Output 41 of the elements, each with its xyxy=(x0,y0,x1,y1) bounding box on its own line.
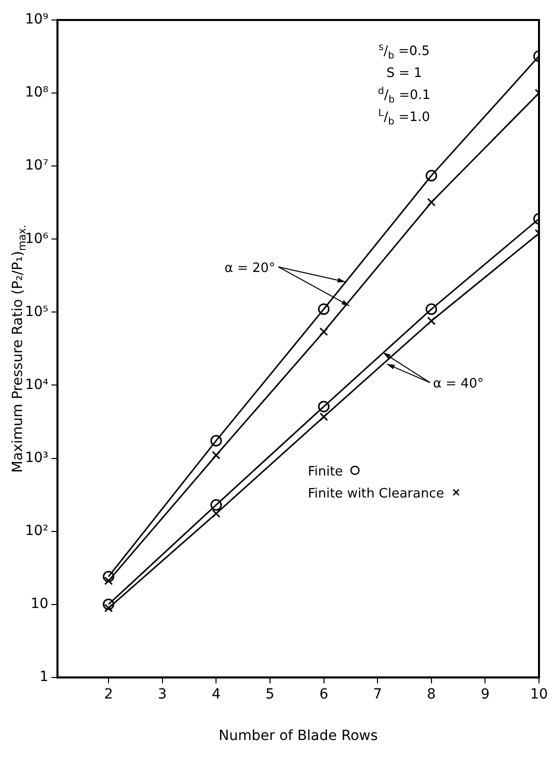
y-tick-label: 10⁹ xyxy=(24,12,49,28)
x-tick-label: 4 xyxy=(212,686,221,702)
x-tick-label: 5 xyxy=(266,686,274,702)
annotation: α = 40° xyxy=(432,376,484,392)
point xyxy=(319,327,328,336)
y-tick-label: 10² xyxy=(24,522,48,539)
point xyxy=(102,570,114,582)
point xyxy=(210,499,222,511)
x-tick-label: 10 xyxy=(530,686,548,702)
legend-label: Finite xyxy=(308,464,343,480)
x-tick-label: 7 xyxy=(373,686,382,702)
x-axis-title: Number of Blade Rows xyxy=(218,728,378,744)
point xyxy=(212,450,220,460)
y-tick-label: 10 xyxy=(30,596,48,612)
x-tick-label: 8 xyxy=(426,686,436,702)
annotation: S = 1 xyxy=(386,66,422,81)
x-tick-label: 3 xyxy=(158,686,167,702)
x-tick-label: 6 xyxy=(319,686,328,702)
y-tick-label: 10⁷ xyxy=(24,158,48,174)
annotation: α = 20° xyxy=(224,260,276,276)
y-tick-label: 10⁴ xyxy=(24,376,49,393)
y-tick-label: 10⁵ xyxy=(24,304,48,320)
point xyxy=(427,198,436,207)
x-tick-label: 2 xyxy=(104,686,114,702)
point xyxy=(104,576,113,586)
point xyxy=(426,170,438,182)
point xyxy=(210,434,222,446)
y-tick-label: 1 xyxy=(40,669,48,686)
point xyxy=(102,598,114,610)
legend-label: Finite with Clearance xyxy=(308,486,444,502)
point xyxy=(318,303,330,315)
point xyxy=(318,400,330,412)
y-tick-label: 10⁸ xyxy=(24,84,49,101)
point xyxy=(319,412,328,422)
point xyxy=(427,316,436,326)
x-tick-label: 9 xyxy=(480,686,490,702)
point xyxy=(104,604,113,612)
point xyxy=(212,509,220,518)
y-tick-label: 10³ xyxy=(24,450,48,466)
point xyxy=(426,303,438,315)
y-tick-label: 10⁶ xyxy=(24,230,49,247)
